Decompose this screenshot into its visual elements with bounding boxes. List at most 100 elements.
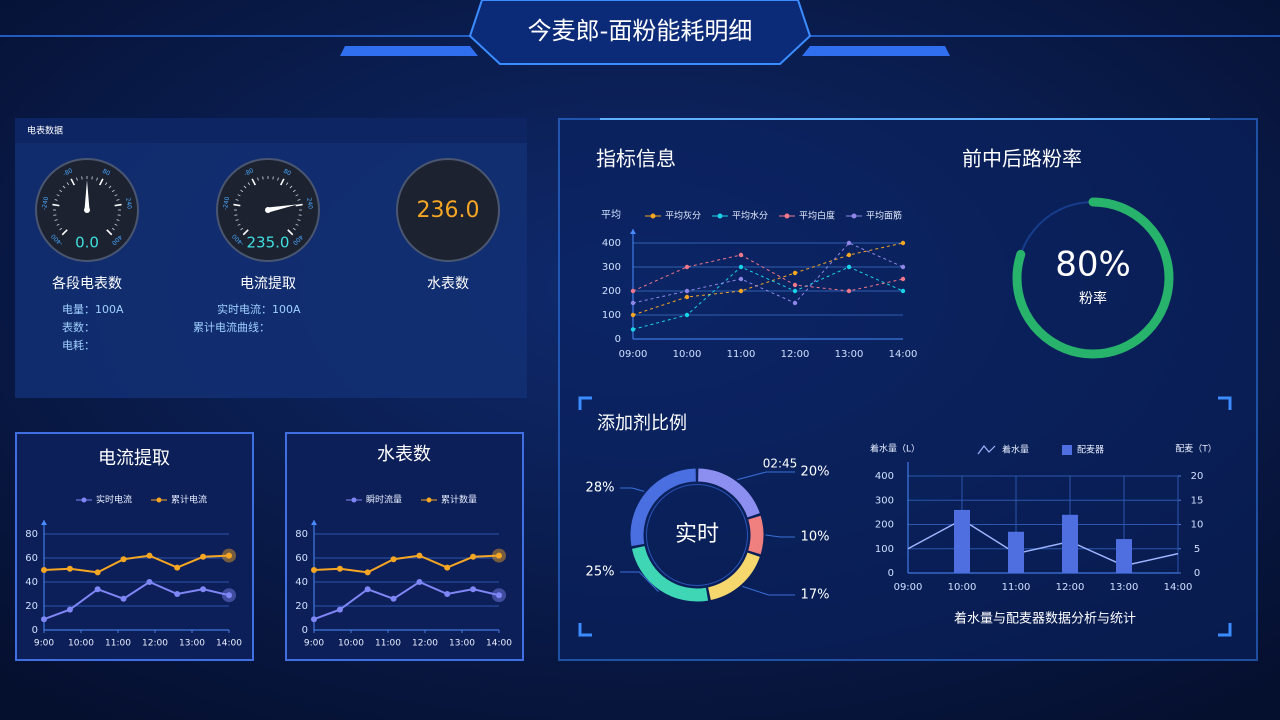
series-point: [630, 288, 636, 294]
dial-minor-tick: [235, 199, 239, 201]
dial-minor-tick: [66, 182, 70, 186]
series-point: [684, 288, 690, 294]
donut-label: 17%: [801, 588, 830, 603]
dial-label: 80: [101, 168, 111, 178]
y-tick-label: 400: [875, 471, 894, 482]
y-tick-label: 100: [875, 544, 894, 555]
donut-inner: [646, 484, 748, 586]
legend-dot: [426, 497, 432, 503]
series-point: [738, 252, 744, 258]
series-point: [311, 616, 317, 623]
gauge-reading: 0.0: [75, 234, 99, 252]
series-point: [684, 294, 690, 300]
series-point: [792, 288, 798, 294]
dial-tick: [251, 178, 257, 186]
dial-tick: [61, 229, 68, 236]
legend-label: 实时电流: [96, 494, 132, 506]
legend-label: 平均灰分: [665, 210, 701, 222]
gauge-reading: 235.0: [247, 234, 290, 252]
series-point: [738, 276, 744, 282]
chart-title: 指标信息: [596, 147, 676, 171]
donut-label: 28%: [586, 481, 615, 496]
donut-segment: [748, 515, 764, 555]
x-tick-label: 12:00: [781, 349, 810, 360]
x-tick-label: 12:00: [1056, 582, 1085, 593]
series-point: [120, 595, 127, 602]
ring-arc: [1012, 197, 1174, 359]
legend-dot: [81, 497, 87, 503]
legend-dot: [851, 213, 857, 219]
header-deco: [802, 46, 950, 56]
series-point: [416, 552, 423, 559]
dial-minor-tick: [56, 194, 60, 197]
bar: [1008, 531, 1024, 573]
dial-label: 240: [305, 197, 314, 210]
dial-label: -80: [62, 167, 74, 178]
x-tick-label: 11:00: [105, 639, 131, 649]
leader-line: [620, 571, 659, 593]
chart-title: 添加剂比例: [597, 413, 687, 434]
x-tick-label: 10:00: [673, 349, 702, 360]
y-tick-label: 40: [295, 577, 308, 588]
legend-label: 配麦器: [1077, 444, 1104, 456]
series-point: [120, 556, 127, 563]
dial-minor-tick: [111, 227, 115, 231]
dial-minor-tick: [237, 223, 241, 226]
y2-tick-label: 0: [1194, 568, 1200, 579]
series-point: [792, 270, 798, 276]
dial-minor-tick: [243, 185, 247, 189]
legend-dot: [784, 213, 790, 219]
y-axis-label: 平均: [601, 209, 621, 221]
dial-minor-tick: [76, 177, 78, 181]
meter-info: 表数：: [62, 320, 95, 334]
x-tick-label: 11:00: [375, 639, 401, 649]
axis-arrow: [311, 520, 317, 525]
series-point: [496, 552, 502, 559]
dial-minor-tick: [257, 177, 259, 181]
series-point: [41, 567, 47, 573]
y2-tick-label: 5: [1194, 544, 1200, 555]
ring-label: 粉率: [1079, 290, 1107, 307]
donut-segment: [707, 552, 760, 601]
dial-minor-tick: [297, 219, 301, 221]
y-tick-label: 40: [25, 577, 38, 588]
series-point: [416, 579, 423, 585]
donut-label: 20%: [801, 465, 830, 480]
dial-minor-tick: [114, 194, 118, 197]
dial-minor-tick: [59, 189, 63, 193]
legend-swatch: [1062, 445, 1072, 455]
y2-axis-label: 配麦（T）: [1175, 443, 1217, 455]
series-point: [66, 606, 73, 613]
gauge-hub: [84, 207, 90, 213]
gauge-face: [396, 158, 500, 262]
y-tick-label: 80: [25, 529, 38, 540]
dial-minor-tick: [235, 219, 239, 221]
legend-label: 累计电流: [171, 494, 207, 506]
donut-annotation: 02:45: [763, 457, 798, 471]
chart-title: 水表数: [377, 444, 431, 465]
y-tick-label: 20: [25, 601, 38, 612]
series-line: [632, 242, 904, 316]
dial-minor-tick: [285, 182, 289, 186]
series-point: [174, 591, 181, 597]
series-point: [66, 565, 73, 572]
dial-minor-tick: [62, 185, 66, 189]
series-point: [94, 586, 101, 593]
leader-line: [737, 471, 795, 481]
donut-segment: [697, 468, 760, 518]
donut-segment: [631, 545, 709, 602]
y-axis-label: 着水量（L）: [870, 443, 920, 455]
series-point: [738, 288, 744, 294]
legend-label: 平均水分: [732, 210, 768, 222]
water-panel: [285, 432, 524, 661]
series-point: [684, 312, 690, 318]
gauge-name: 水表数: [427, 276, 469, 292]
series-point: [900, 264, 906, 270]
y-tick-label: 400: [602, 238, 621, 249]
dial-minor-tick: [292, 189, 296, 193]
series-point: [846, 264, 852, 270]
y-tick-label: 0: [615, 334, 621, 345]
series-point: [444, 564, 451, 571]
dial-minor-tick: [295, 194, 299, 197]
x-tick-label: 14:00: [486, 639, 512, 649]
